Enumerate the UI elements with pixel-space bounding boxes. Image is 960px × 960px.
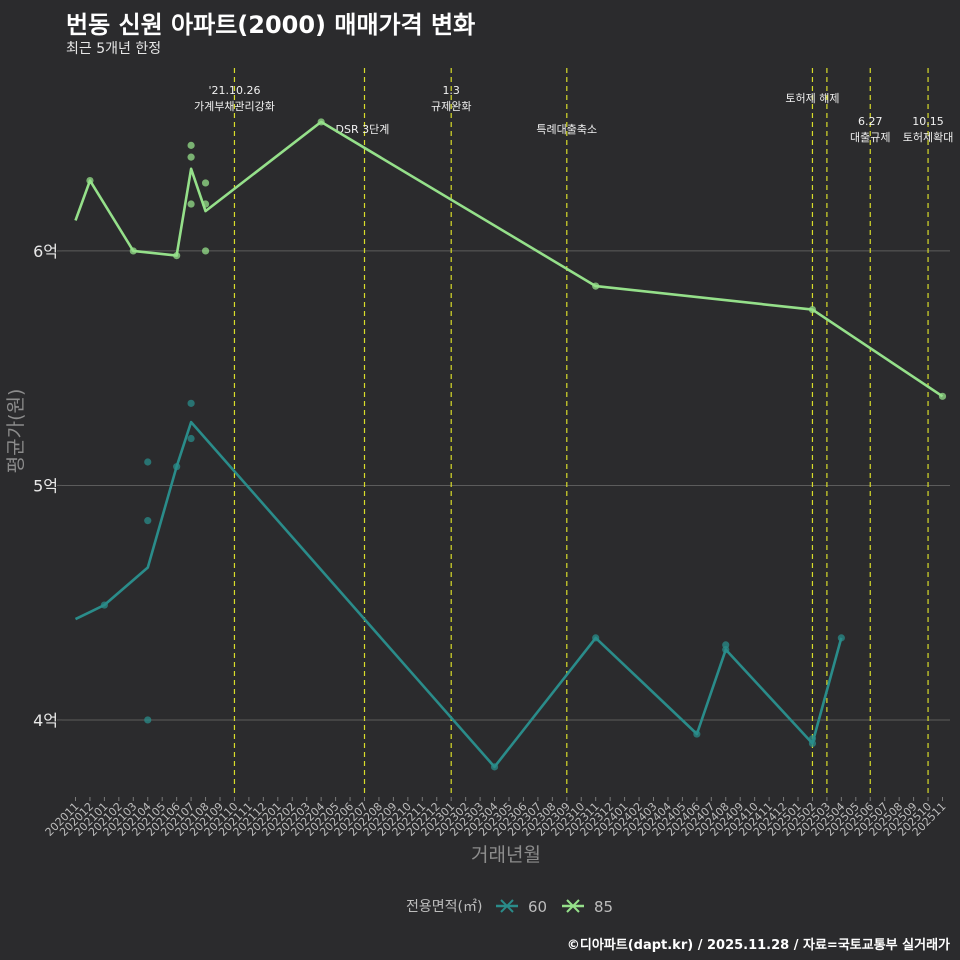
data-point <box>187 399 195 407</box>
event-label: 가계부채관리강화 <box>194 100 275 113</box>
series-line-60 <box>74 420 843 769</box>
data-point <box>808 305 817 314</box>
legend-label: 60 <box>528 898 547 916</box>
y-tick-label: 6억 <box>33 242 58 261</box>
data-point <box>808 739 817 748</box>
data-point <box>173 463 181 471</box>
event-label: 토허제 해제 <box>785 91 839 105</box>
chart-subtitle: 최근 5개년 한정 <box>66 41 162 57</box>
data-point <box>187 141 195 149</box>
event-label: 규제완화 <box>431 100 471 113</box>
event-label: 특례대출축소 <box>536 123 597 136</box>
gridlines <box>62 250 950 721</box>
event-label: DSR 3단계 <box>336 123 390 136</box>
data-point <box>187 434 195 443</box>
data-point <box>693 730 701 738</box>
data-point <box>144 458 152 466</box>
data-point <box>144 716 152 724</box>
data-point <box>187 153 195 161</box>
legend-key-cross <box>566 899 580 913</box>
event-label: 1.3 <box>442 84 460 97</box>
y-tick-label: 4억 <box>33 711 58 730</box>
data-point <box>187 200 195 208</box>
data-point <box>317 118 325 126</box>
data-point <box>722 646 730 654</box>
event-label: 10.15 <box>912 115 944 128</box>
x-axis-title: 거래년월 <box>471 844 541 866</box>
data-point <box>592 634 600 642</box>
data-point <box>144 517 152 525</box>
event-label: 대출규제 <box>850 131 890 144</box>
data-point <box>201 200 210 208</box>
data-point <box>592 282 600 290</box>
series-60 <box>74 399 845 771</box>
legend: 전용면적(㎡) 60 85 <box>406 898 613 916</box>
event-label: 6.27 <box>858 115 883 128</box>
data-point <box>173 252 181 260</box>
data-point <box>86 176 94 185</box>
legend-title: 전용면적(㎡) <box>406 899 482 915</box>
data-point <box>490 763 499 771</box>
legend-label: 85 <box>594 898 613 916</box>
data-point <box>129 247 137 255</box>
data-point <box>201 247 210 255</box>
event-label: 토허제확대 <box>903 131 954 144</box>
source-credit: ©디아파트(dapt.kr) / 2025.11.28 / 자료=국토교통부 실… <box>566 938 950 953</box>
event-label: '21.10.26 <box>208 84 260 97</box>
y-tick-label: 5억 <box>33 476 58 495</box>
data-point <box>100 601 108 609</box>
x-axis: 2020112020122021012021022021032021042021… <box>43 797 949 866</box>
chart-title: 번동 신원 아파트(2000) 매매가격 변화 <box>66 11 476 39</box>
data-point <box>938 392 947 400</box>
data-point <box>837 634 845 642</box>
y-axis-title: 평균가(원) <box>5 389 27 474</box>
data-point <box>201 179 210 187</box>
series-line-85 <box>74 120 944 398</box>
legend-key-cross <box>500 899 514 913</box>
series-85 <box>74 118 947 400</box>
series-plot <box>74 118 947 771</box>
